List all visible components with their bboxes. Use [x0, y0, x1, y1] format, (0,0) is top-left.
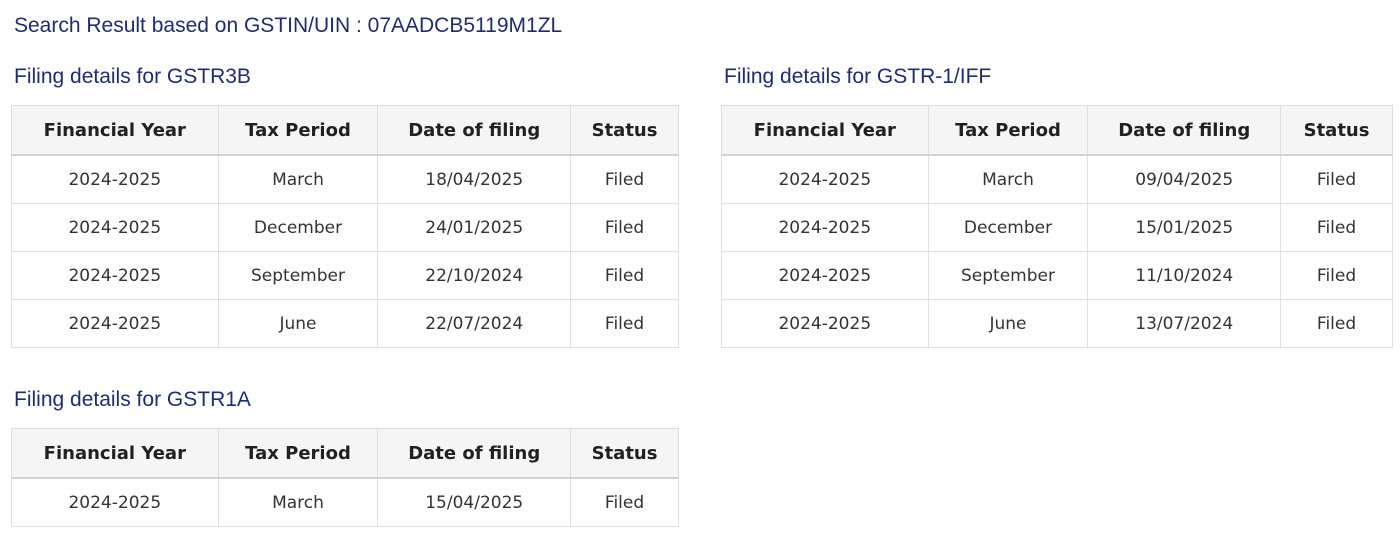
- cell-date-of-filing: 18/04/2025: [377, 154, 572, 204]
- cell-tax-period: June: [927, 299, 1089, 348]
- cell-status: Filed: [1280, 154, 1393, 204]
- gstr1a-section: Filing details for GSTR1A Financial Year…: [11, 348, 679, 527]
- cell-status: Filed: [1280, 203, 1393, 252]
- gstr3b-section: Filing details for GSTR3B Financial Year…: [11, 39, 679, 348]
- table-body: 2024-2025 March 18/04/2025 Filed 2024-20…: [11, 154, 679, 348]
- cell-date-of-filing: 24/01/2025: [377, 203, 572, 252]
- column-header-tax-period: Tax Period: [217, 428, 379, 479]
- table-header-row: Financial Year Tax Period Date of filing…: [721, 105, 1393, 156]
- cell-status: Filed: [570, 203, 679, 252]
- cell-tax-period: September: [217, 251, 379, 300]
- gstr1-iff-filing-table: Financial Year Tax Period Date of filing…: [721, 105, 1393, 348]
- table-row: 2024-2025 December 24/01/2025 Filed: [11, 203, 679, 252]
- cell-financial-year: 2024-2025: [721, 154, 929, 204]
- cell-tax-period: March: [217, 154, 379, 204]
- cell-date-of-filing: 15/01/2025: [1087, 203, 1282, 252]
- table-row: 2024-2025 June 22/07/2024 Filed: [11, 299, 679, 348]
- cell-tax-period: March: [217, 477, 379, 527]
- cell-financial-year: 2024-2025: [721, 299, 929, 348]
- cell-status: Filed: [1280, 299, 1393, 348]
- cell-date-of-filing: 09/04/2025: [1087, 154, 1282, 204]
- column-header-date-of-filing: Date of filing: [1087, 105, 1282, 156]
- column-header-date-of-filing: Date of filing: [377, 105, 572, 156]
- table-header-row: Financial Year Tax Period Date of filing…: [11, 428, 679, 479]
- cell-status: Filed: [570, 299, 679, 348]
- gstr1-iff-section: Filing details for GSTR-1/IFF Financial …: [721, 39, 1393, 348]
- column-header-financial-year: Financial Year: [721, 105, 929, 156]
- gstr3b-filing-table: Financial Year Tax Period Date of filing…: [11, 105, 679, 348]
- cell-tax-period: December: [927, 203, 1089, 252]
- table-row: 2024-2025 December 15/01/2025 Filed: [721, 203, 1393, 252]
- column-header-tax-period: Tax Period: [217, 105, 379, 156]
- column-header-financial-year: Financial Year: [11, 428, 219, 479]
- column-header-status: Status: [1280, 105, 1393, 156]
- cell-date-of-filing: 22/07/2024: [377, 299, 572, 348]
- table-row: 2024-2025 March 15/04/2025 Filed: [11, 477, 679, 527]
- cell-tax-period: December: [217, 203, 379, 252]
- section-heading-gstr1a: Filing details for GSTR1A: [14, 388, 251, 411]
- column-header-financial-year: Financial Year: [11, 105, 219, 156]
- cell-tax-period: March: [927, 154, 1089, 204]
- gstr1a-filing-table: Financial Year Tax Period Date of filing…: [11, 428, 679, 527]
- filing-tables-grid: Filing details for GSTR3B Financial Year…: [11, 39, 1400, 527]
- cell-status: Filed: [1280, 251, 1393, 300]
- cell-financial-year: 2024-2025: [11, 299, 219, 348]
- table-row: 2024-2025 September 11/10/2024 Filed: [721, 251, 1393, 300]
- table-row: 2024-2025 March 09/04/2025 Filed: [721, 154, 1393, 204]
- column-header-status: Status: [570, 105, 679, 156]
- column-header-tax-period: Tax Period: [927, 105, 1089, 156]
- cell-status: Filed: [570, 251, 679, 300]
- cell-date-of-filing: 22/10/2024: [377, 251, 572, 300]
- cell-financial-year: 2024-2025: [11, 477, 219, 527]
- section-heading-gstr3b: Filing details for GSTR3B: [14, 65, 251, 88]
- cell-date-of-filing: 13/07/2024: [1087, 299, 1282, 348]
- table-header-row: Financial Year Tax Period Date of filing…: [11, 105, 679, 156]
- table-body: 2024-2025 March 15/04/2025 Filed: [11, 477, 679, 527]
- cell-tax-period: June: [217, 299, 379, 348]
- cell-date-of-filing: 11/10/2024: [1087, 251, 1282, 300]
- cell-status: Filed: [570, 477, 679, 527]
- cell-status: Filed: [570, 154, 679, 204]
- page-title: Search Result based on GSTIN/UIN : 07AAD…: [14, 14, 563, 37]
- column-header-date-of-filing: Date of filing: [377, 428, 572, 479]
- table-row: 2024-2025 March 18/04/2025 Filed: [11, 154, 679, 204]
- cell-financial-year: 2024-2025: [721, 203, 929, 252]
- cell-financial-year: 2024-2025: [11, 154, 219, 204]
- cell-financial-year: 2024-2025: [11, 251, 219, 300]
- table-row: 2024-2025 September 22/10/2024 Filed: [11, 251, 679, 300]
- cell-financial-year: 2024-2025: [11, 203, 219, 252]
- section-heading-gstr1-iff: Filing details for GSTR-1/IFF: [724, 65, 992, 88]
- column-header-status: Status: [570, 428, 679, 479]
- search-result-page: Search Result based on GSTIN/UIN : 07AAD…: [11, 14, 1400, 527]
- cell-financial-year: 2024-2025: [721, 251, 929, 300]
- table-body: 2024-2025 March 09/04/2025 Filed 2024-20…: [721, 154, 1393, 348]
- cell-date-of-filing: 15/04/2025: [377, 477, 572, 527]
- table-row: 2024-2025 June 13/07/2024 Filed: [721, 299, 1393, 348]
- cell-tax-period: September: [927, 251, 1089, 300]
